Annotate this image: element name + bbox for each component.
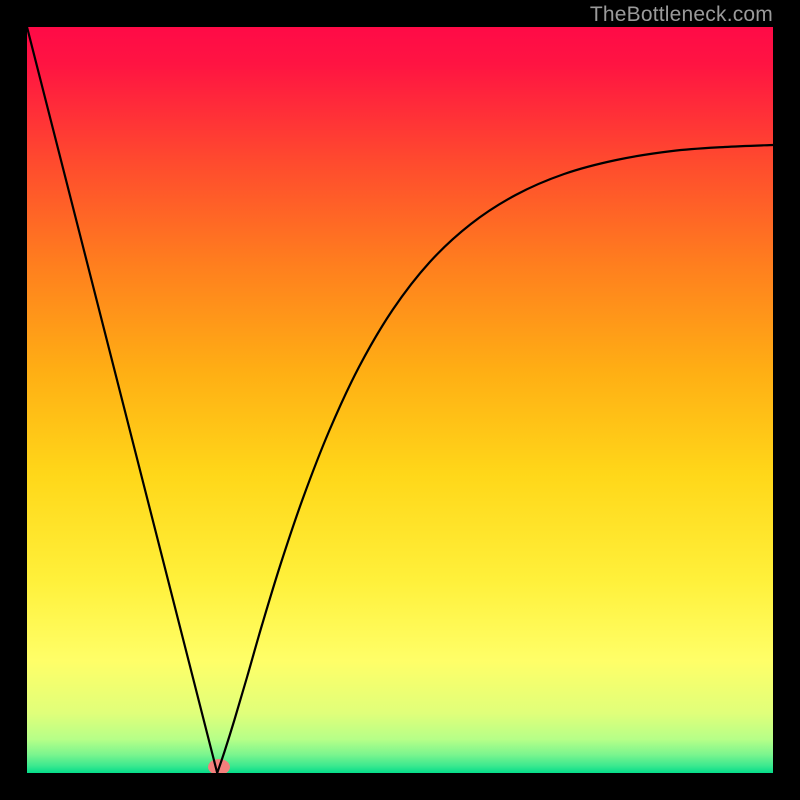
- chart-frame: TheBottleneck.com: [0, 0, 800, 800]
- bottleneck-curve: [27, 27, 773, 773]
- watermark-text: TheBottleneck.com: [590, 3, 773, 27]
- plot-area: [27, 27, 773, 773]
